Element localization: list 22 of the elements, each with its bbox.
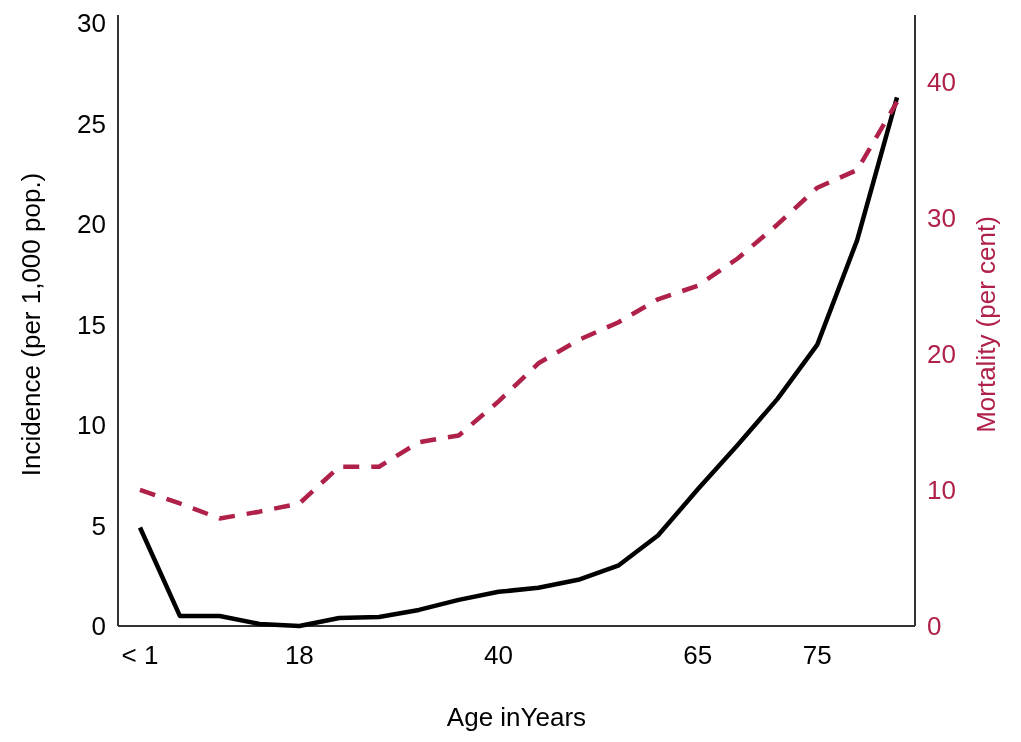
x-axis-title: Age inYears — [446, 702, 587, 732]
y2-tick-label: 0 — [927, 611, 942, 642]
y2-axis-title: Mortality (per cent) — [971, 216, 1001, 433]
y-axis-title: Incidence (per 1,000 pop.) — [16, 172, 46, 477]
x-tick-label: < 1 — [121, 640, 159, 670]
y-tick-label: 10 — [77, 410, 106, 441]
line-series — [137, 99, 900, 521]
x-tick-label: 40 — [484, 640, 514, 670]
x-tick-label: 65 — [683, 640, 713, 670]
x-tick-label: 75 — [802, 640, 832, 670]
y-tick-label: 25 — [77, 108, 106, 139]
y-tick-label: 20 — [77, 209, 106, 240]
y-tick-label: 5 — [91, 510, 106, 541]
y2-tick-label: 10 — [927, 474, 956, 505]
y-tick-label: 0 — [91, 611, 106, 642]
y2-tick-label: 30 — [927, 202, 956, 233]
line-series — [137, 95, 900, 629]
x-tick-label: 18 — [284, 640, 314, 670]
y2-tick-label: 40 — [927, 66, 956, 97]
y-tick-label: 15 — [77, 309, 106, 340]
y2-tick-label: 20 — [927, 338, 956, 369]
y-tick-label: 30 — [77, 8, 106, 39]
